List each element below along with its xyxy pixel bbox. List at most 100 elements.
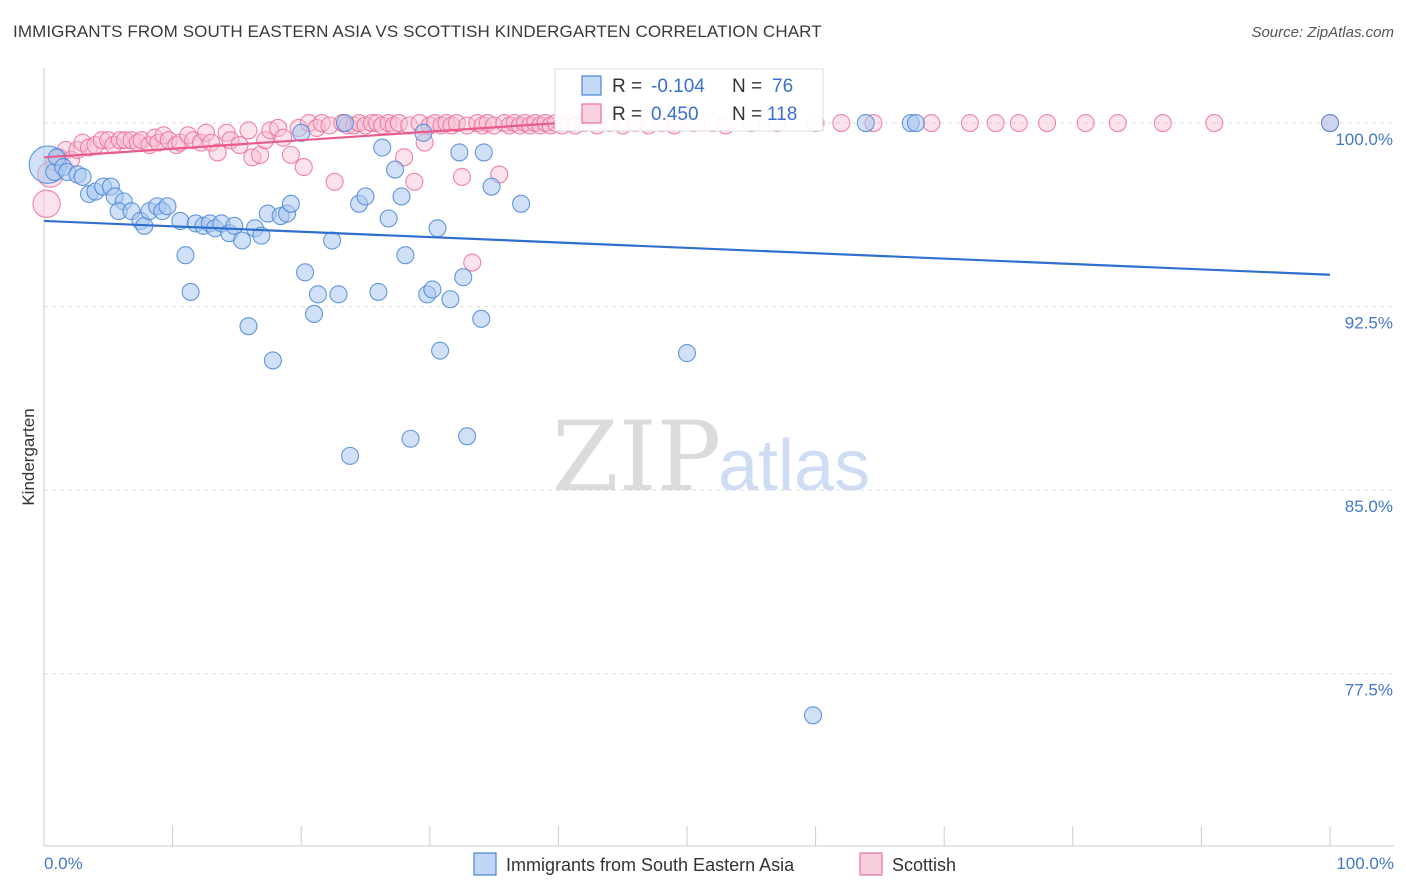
data-point-scottish [154,126,173,145]
data-point-immigrants-se-asia [392,187,411,206]
trend-line-scottish [43,121,559,159]
data-point-immigrants-se-asia [512,194,531,213]
data-point-immigrants-se-asia [176,246,195,265]
series-legend-swatch-blue [473,852,497,876]
data-point-immigrants-se-asia [396,246,415,265]
x-tick-label-min: 0.0% [44,854,83,873]
data-point-immigrants-se-asia [386,160,405,179]
data-point-immigrants-se-asia [482,177,501,196]
data-point-immigrants-se-asia [379,209,398,228]
data-point-scottish [32,189,61,218]
data-point-immigrants-se-asia [181,282,200,301]
data-point-immigrants-se-asia [305,304,324,323]
series-legend-label-pink: Scottish [892,855,956,875]
watermark: ZIP atlas [552,401,870,513]
data-point-scottish [922,114,941,133]
y-tick-label: 92.5% [1345,314,1393,333]
data-point-immigrants-se-asia [906,114,925,133]
data-point-immigrants-se-asia [472,309,491,328]
legend-r-label-pink: R = [612,104,642,125]
data-point-immigrants-se-asia [369,282,388,301]
data-point-immigrants-se-asia [458,427,477,446]
data-point-scottish [463,253,482,272]
data-points [28,114,1340,725]
data-point-scottish [1205,114,1224,133]
data-point-immigrants-se-asia [428,219,447,238]
y-tick-labels: 100.0% 92.5% 85.0% 77.5% [1335,130,1393,700]
data-point-immigrants-se-asia [263,351,282,370]
y-axis-title: Kindergarten [19,408,38,505]
legend-swatch-pink [581,103,602,124]
data-point-immigrants-se-asia [335,114,354,133]
stats-legend: R = -0.104 N = 76 R = 0.450 N = 118 [554,68,824,132]
data-point-immigrants-se-asia [239,317,258,336]
series-legend-swatch-pink [859,852,883,876]
x-tick-label-max: 100.0% [1336,854,1394,873]
data-point-immigrants-se-asia [474,143,493,162]
data-point-immigrants-se-asia [308,285,327,304]
data-point-immigrants-se-asia [341,446,360,465]
legend-n-value-blue: 76 [772,76,793,97]
data-point-scottish [92,131,111,150]
data-point-scottish [405,172,424,191]
data-point-scottish [379,114,398,133]
chart-title: IMMIGRANTS FROM SOUTH EASTERN ASIA VS SC… [13,22,822,41]
axes [43,68,1394,847]
data-point-scottish [208,143,227,162]
data-point-scottish [294,158,313,177]
data-point-scottish [960,114,979,133]
y-tick-label: 85.0% [1345,497,1393,516]
data-point-scottish [269,118,288,137]
data-point-scottish [1038,114,1057,133]
data-point-scottish [832,114,851,133]
data-point-immigrants-se-asia [454,268,473,287]
data-point-immigrants-se-asia [356,187,375,206]
data-point-immigrants-se-asia [803,706,823,725]
data-point-scottish [452,167,472,186]
watermark-zip: ZIP [552,401,721,513]
data-point-immigrants-se-asia [1320,114,1340,133]
data-point-immigrants-se-asia [441,290,460,309]
source-credit: Source: ZipAtlas.com [1251,24,1394,41]
data-point-scottish [1108,114,1127,133]
legend-r-value-blue: -0.104 [651,76,705,97]
data-point-immigrants-se-asia [431,341,450,360]
data-point-scottish [196,123,216,142]
data-point-immigrants-se-asia [252,226,271,245]
data-point-scottish [274,128,293,147]
data-point-immigrants-se-asia [73,167,92,186]
legend-r-label-blue: R = [612,76,642,97]
data-point-immigrants-se-asia [450,143,469,162]
data-point-immigrants-se-asia [401,429,420,448]
x-tick-labels: 0.0% 100.0% [44,854,1394,873]
data-point-scottish [515,114,535,133]
gridlines [44,122,1394,675]
legend-n-label-blue: N = [732,76,762,97]
trend-line-immigrants-se-asia [43,219,1331,276]
y-tick-label: 100.0% [1335,130,1393,149]
data-point-scottish [1009,114,1028,133]
y-tick-label: 77.5% [1345,681,1393,700]
data-point-immigrants-se-asia [677,344,697,363]
legend-n-value-pink: 118 [767,104,797,125]
data-point-immigrants-se-asia [292,123,311,142]
data-point-scottish [325,172,344,191]
data-point-immigrants-se-asia [856,114,875,133]
legend-r-value-pink: 0.450 [651,104,699,125]
data-point-scottish [1076,114,1095,133]
data-point-immigrants-se-asia [423,280,442,299]
data-point-immigrants-se-asia [329,285,348,304]
series-legend-label-blue: Immigrants from South Eastern Asia [506,855,795,875]
data-point-scottish [986,114,1005,133]
data-point-immigrants-se-asia [232,231,252,250]
watermark-atlas: atlas [718,426,870,506]
data-point-immigrants-se-asia [281,194,300,213]
data-point-scottish [1153,114,1172,133]
data-point-immigrants-se-asia [296,263,315,282]
data-point-immigrants-se-asia [373,138,392,157]
data-point-scottish [239,121,258,140]
legend-n-label-pink: N = [732,104,762,125]
legend-swatch-blue [581,75,602,96]
series-legend: Immigrants from South Eastern Asia Scott… [473,852,956,876]
